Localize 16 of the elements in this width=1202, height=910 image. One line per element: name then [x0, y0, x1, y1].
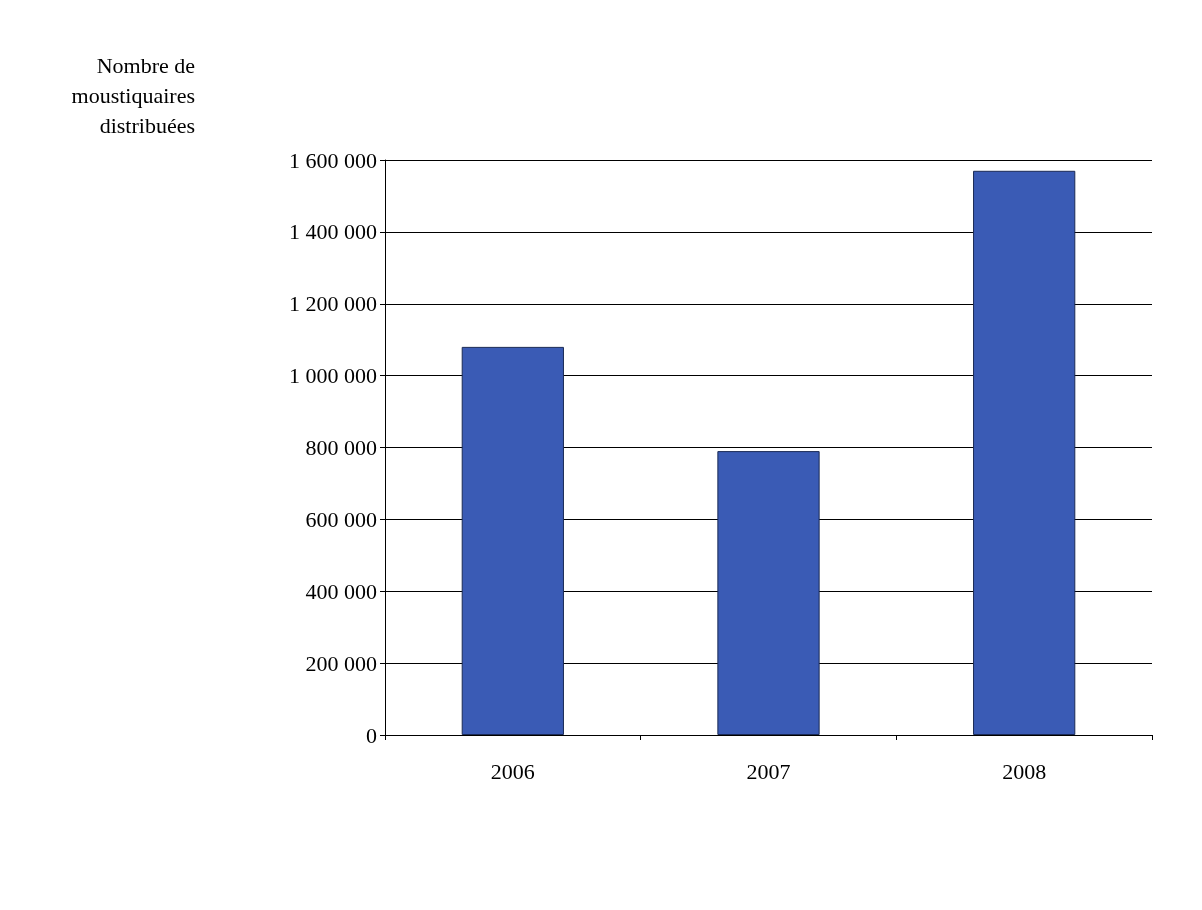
y-tick-label: 1 000 000 [289, 363, 377, 389]
bar [717, 451, 820, 735]
bar [973, 170, 1076, 735]
x-tick-label: 2007 [746, 758, 791, 784]
x-tick-label: 2008 [1002, 758, 1047, 784]
y-tick-label: 1 400 000 [289, 219, 377, 245]
y-axis-title: Nombre de moustiquaires distribuées [71, 52, 195, 138]
y-tick-label: 200 000 [305, 650, 377, 676]
y-tick-label: 800 000 [305, 435, 377, 460]
x-tick-label: 2006 [490, 758, 535, 784]
y-tick-label: 1 200 000 [289, 291, 377, 317]
y-tick-label: 1 600 000 [289, 147, 377, 173]
y-tick-label: 400 000 [305, 578, 377, 604]
y-tick-label: 600 000 [305, 506, 377, 532]
bar [461, 346, 564, 735]
y-tick-label: 0 [366, 722, 377, 748]
